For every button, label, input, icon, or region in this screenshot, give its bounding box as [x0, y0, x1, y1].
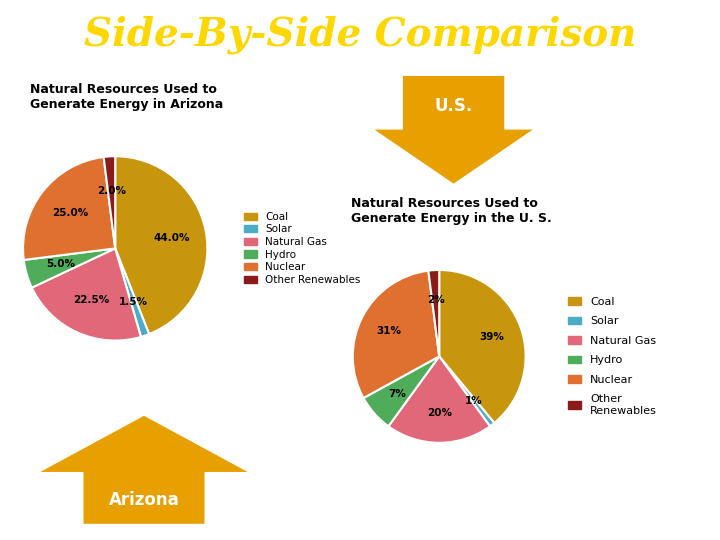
Legend: Coal, Solar, Natural Gas, Hydro, Nuclear, Other
Renewables: Coal, Solar, Natural Gas, Hydro, Nuclear…: [564, 293, 662, 420]
Text: 39%: 39%: [480, 333, 505, 342]
Text: 1%: 1%: [464, 396, 482, 406]
Text: 5.0%: 5.0%: [46, 259, 75, 269]
Polygon shape: [40, 416, 248, 524]
Text: 2.0%: 2.0%: [97, 186, 126, 197]
Wedge shape: [388, 356, 490, 443]
Text: 7%: 7%: [388, 389, 406, 399]
Polygon shape: [374, 76, 533, 184]
Wedge shape: [364, 356, 439, 426]
Text: 20%: 20%: [427, 408, 451, 417]
Wedge shape: [115, 248, 149, 337]
Text: Arizona: Arizona: [109, 491, 179, 509]
Text: 22.5%: 22.5%: [73, 295, 110, 306]
Wedge shape: [439, 356, 494, 426]
Text: 31%: 31%: [377, 326, 402, 336]
Text: 25.0%: 25.0%: [52, 208, 88, 218]
Text: Natural Resources Used to
Generate Energy in the U. S.: Natural Resources Used to Generate Energ…: [351, 197, 552, 225]
Wedge shape: [104, 156, 115, 248]
Text: 1.5%: 1.5%: [120, 298, 148, 307]
Text: Natural Resources Used to
Generate Energy in Arizona: Natural Resources Used to Generate Energ…: [30, 83, 222, 111]
Legend: Coal, Solar, Natural Gas, Hydro, Nuclear, Other Renewables: Coal, Solar, Natural Gas, Hydro, Nuclear…: [240, 208, 365, 289]
Wedge shape: [24, 248, 115, 288]
Wedge shape: [32, 248, 141, 341]
Text: 44.0%: 44.0%: [153, 233, 189, 242]
Wedge shape: [353, 271, 439, 398]
Wedge shape: [439, 270, 526, 423]
Wedge shape: [23, 157, 115, 260]
Text: Side-By-Side Comparison: Side-By-Side Comparison: [84, 16, 636, 55]
Text: U.S.: U.S.: [434, 97, 473, 115]
Wedge shape: [428, 270, 439, 356]
Text: 2%: 2%: [427, 295, 444, 305]
Wedge shape: [115, 156, 207, 334]
